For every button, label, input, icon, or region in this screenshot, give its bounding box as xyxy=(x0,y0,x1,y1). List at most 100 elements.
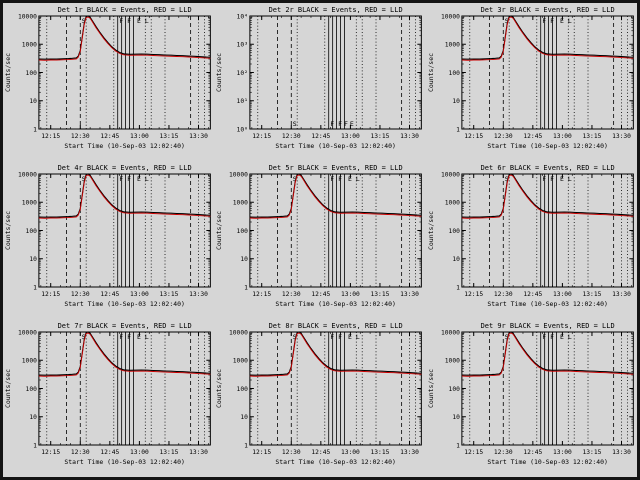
flag-letter: L xyxy=(145,333,149,341)
x-tick-label: 13:30 xyxy=(400,291,419,298)
x-tick-label: 13:30 xyxy=(400,449,419,456)
flag-letter: S xyxy=(293,175,297,183)
plot-frame xyxy=(249,173,423,288)
lld-curve xyxy=(38,16,211,61)
flag-letter: F xyxy=(127,175,131,183)
events-curve xyxy=(38,15,211,60)
chart-grid: Det 1r BLACK = Events, RED = LLD 1 10 100 10… xyxy=(3,3,637,477)
y-tick-label: 10000 xyxy=(229,329,248,336)
flag-letter: L xyxy=(145,175,149,183)
chart-det7r: Det 7r BLACK = Events, RED = LLD 1 10 100 10… xyxy=(3,319,214,477)
y-tick-label: 10² xyxy=(237,70,248,77)
plot-svg: Det 2r BLACK = Events, RED = LLD 10⁰ 10¹ 10… xyxy=(215,6,423,150)
x-tick-label: 13:15 xyxy=(371,291,390,298)
x-axis-label: Start Time (10-Sep-03 12:02:40) xyxy=(487,458,608,466)
y-tick-label: 1000 xyxy=(444,358,459,365)
plot-svg: Det 7r BLACK = Events, RED = LLD 1 10 100 10… xyxy=(4,322,211,466)
flag-letter: S xyxy=(293,333,297,341)
plot-frame xyxy=(249,15,423,130)
x-tick-label: 12:45 xyxy=(312,133,331,140)
lld-curve xyxy=(250,174,422,219)
x-tick-label: 12:45 xyxy=(523,291,542,298)
flag-letter: F xyxy=(338,120,342,128)
x-tick-label: 12:30 xyxy=(71,133,90,140)
plot-svg: Det 5r BLACK = Events, RED = LLD 1 10 100 10… xyxy=(215,164,423,308)
y-tick-label: 1000 xyxy=(444,200,459,207)
flag-letter: S xyxy=(82,333,86,341)
flag-letter: F xyxy=(550,17,554,25)
y-tick-label: 10¹ xyxy=(237,98,248,105)
x-tick-label: 12:30 xyxy=(282,291,301,298)
lld-curve xyxy=(250,332,422,377)
flag-letter: L xyxy=(145,17,149,25)
x-tick-label: 13:00 xyxy=(341,449,360,456)
flag-letter: E xyxy=(137,17,141,25)
flag-letter: E xyxy=(560,175,564,183)
x-tick-label: 13:00 xyxy=(130,133,149,140)
events-curve xyxy=(461,173,634,218)
y-tick-label: 10000 xyxy=(441,329,460,336)
chart-det5r: Det 5r BLACK = Events, RED = LLD 1 10 100 10… xyxy=(214,161,425,319)
y-tick-label: 10⁴ xyxy=(237,13,248,20)
x-tick-label: 13:30 xyxy=(189,291,208,298)
y-axis-label: Counts/sec xyxy=(4,211,12,250)
x-tick-label: 12:15 xyxy=(41,291,60,298)
y-tick-label: 100 xyxy=(237,386,249,393)
flag-letter: E xyxy=(348,175,352,183)
y-tick-label: 1 xyxy=(244,284,248,291)
x-tick-label: 12:15 xyxy=(253,449,272,456)
plot-svg: Det 9r BLACK = Events, RED = LLD 1 10 100 10… xyxy=(427,322,634,466)
x-tick-label: 12:45 xyxy=(312,291,331,298)
x-tick-label: 12:45 xyxy=(312,449,331,456)
y-tick-label: 10000 xyxy=(18,13,37,20)
y-tick-label: 10⁰ xyxy=(237,126,248,133)
y-tick-label: 1000 xyxy=(22,358,37,365)
x-tick-label: 13:30 xyxy=(612,449,631,456)
x-axis-label: Start Time (10-Sep-03 12:02:40) xyxy=(64,142,185,150)
x-axis-label: Start Time (10-Sep-03 12:02:40) xyxy=(276,142,397,150)
y-tick-label: 10000 xyxy=(229,171,248,178)
x-tick-label: 12:45 xyxy=(100,291,119,298)
events-curve xyxy=(250,331,422,376)
chart-det4r: Det 4r BLACK = Events, RED = LLD 1 10 100 10… xyxy=(3,161,214,319)
y-axis-label: Counts/sec xyxy=(427,53,435,92)
chart-title: Det 9r BLACK = Events, RED = LLD xyxy=(480,322,614,330)
x-tick-label: 12:30 xyxy=(493,133,512,140)
x-tick-label: 13:00 xyxy=(553,291,572,298)
y-tick-label: 10 xyxy=(241,414,249,421)
y-tick-label: 100 xyxy=(448,70,460,77)
flag-letter: L xyxy=(567,333,571,341)
flag-letter: F xyxy=(550,175,554,183)
flag-letter: S xyxy=(504,17,508,25)
plot-svg: Det 6r BLACK = Events, RED = LLD 1 10 100 10… xyxy=(427,164,634,308)
lld-curve xyxy=(461,16,634,61)
x-tick-label: 13:15 xyxy=(371,449,390,456)
flag-letter: S xyxy=(82,175,86,183)
x-tick-label: 12:30 xyxy=(282,133,301,140)
y-tick-label: 1000 xyxy=(22,42,37,49)
x-tick-label: 12:15 xyxy=(253,291,272,298)
flag-letter: S xyxy=(82,17,86,25)
y-axis-label: Counts/sec xyxy=(215,53,223,92)
flag-letter: E xyxy=(137,175,141,183)
y-axis-label: Counts/sec xyxy=(427,211,435,250)
x-tick-label: 13:00 xyxy=(553,133,572,140)
y-tick-label: 10 xyxy=(452,256,460,263)
events-curve xyxy=(38,173,211,218)
flag-letter: F xyxy=(119,175,123,183)
x-tick-label: 13:00 xyxy=(130,291,149,298)
flag-letter: S xyxy=(504,333,508,341)
plot-frame xyxy=(38,15,211,130)
y-axis-label: Counts/sec xyxy=(4,53,12,92)
plot-frame xyxy=(461,15,634,130)
y-axis-label: Counts/sec xyxy=(215,369,223,408)
flag-letter: F xyxy=(550,333,554,341)
y-tick-label: 10 xyxy=(241,256,249,263)
plot-svg: Det 4r BLACK = Events, RED = LLD 1 10 100 10… xyxy=(4,164,211,308)
flag-letter: F xyxy=(338,333,342,341)
x-tick-label: 13:30 xyxy=(612,133,631,140)
flag-letter: L xyxy=(356,175,360,183)
events-curve xyxy=(461,331,634,376)
x-tick-label: 12:15 xyxy=(253,133,272,140)
flag-letter: E xyxy=(348,333,352,341)
